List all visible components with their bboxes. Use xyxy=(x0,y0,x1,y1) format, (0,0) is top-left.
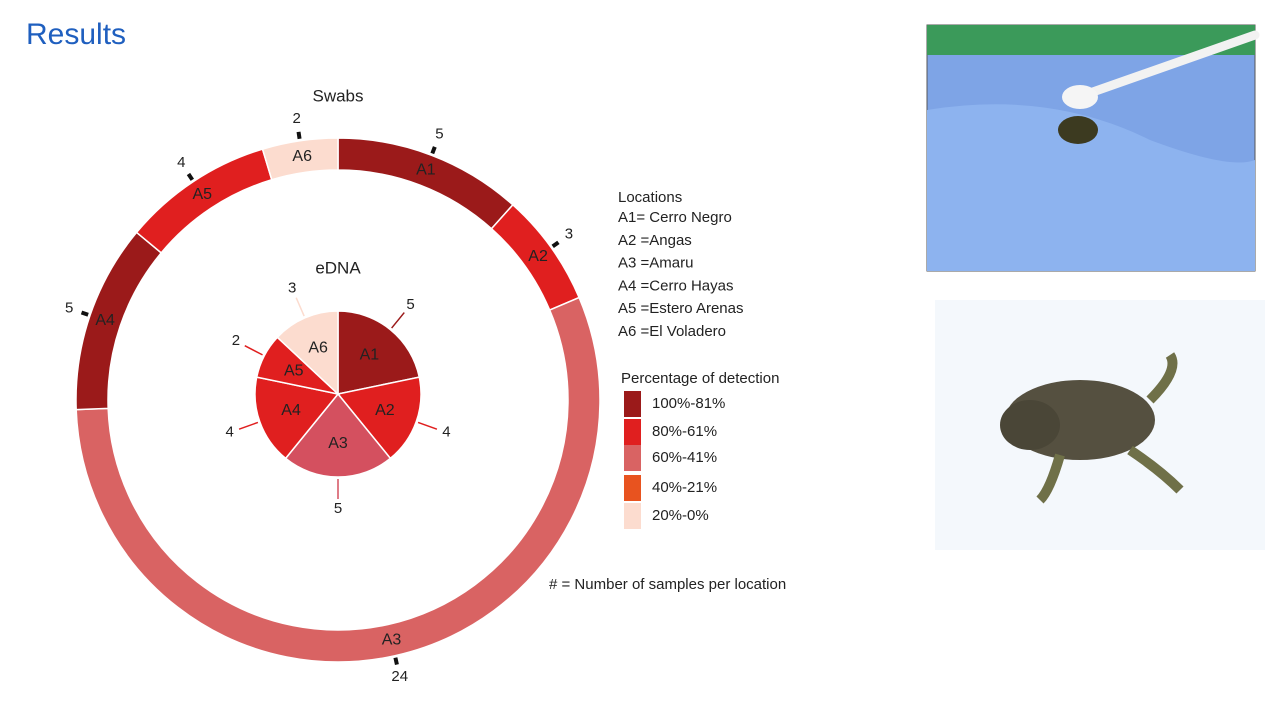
segment-label: A2 xyxy=(528,248,548,265)
leader xyxy=(551,240,560,249)
segment-label: A5 xyxy=(284,362,304,379)
leader xyxy=(417,421,438,430)
value-label: 4 xyxy=(225,423,233,440)
leader xyxy=(238,421,259,430)
segment-label: A1 xyxy=(360,347,380,364)
leader xyxy=(186,172,195,181)
segment xyxy=(336,376,422,460)
segment-label: A6 xyxy=(308,340,328,357)
legend-swatch xyxy=(624,419,641,445)
slide-title: Results xyxy=(26,18,126,51)
location-item: A4 =Cerro Hayas xyxy=(618,277,733,294)
segment-label: A5 xyxy=(192,186,212,203)
location-item: A6 =El Voladero xyxy=(618,323,726,340)
legend-label: 100%-81% xyxy=(652,395,725,412)
leader xyxy=(391,312,405,329)
legend-swatch xyxy=(624,445,641,471)
segment-label: A6 xyxy=(292,148,312,165)
segment-label: A3 xyxy=(382,631,402,648)
value-label: 5 xyxy=(406,296,414,313)
segment-label: A4 xyxy=(281,402,301,419)
value-label: 3 xyxy=(288,279,296,296)
location-item: A3 =Amaru xyxy=(618,255,693,272)
segment xyxy=(254,376,340,460)
leader xyxy=(80,310,89,317)
value-label: 4 xyxy=(442,423,450,440)
segment-label: A4 xyxy=(95,312,115,329)
value-label: 5 xyxy=(435,126,443,143)
leader xyxy=(296,131,302,140)
photo-frog xyxy=(935,300,1265,550)
value-label: 2 xyxy=(292,110,300,127)
value-label: 24 xyxy=(391,668,408,685)
value-label: 4 xyxy=(177,154,185,171)
value-label: 5 xyxy=(65,299,73,316)
segment-label: A3 xyxy=(328,435,348,452)
chart-title: eDNA xyxy=(315,258,361,277)
location-item: A5 =Estero Arenas xyxy=(618,300,744,317)
legend-swatch xyxy=(624,503,641,529)
segment-label: A1 xyxy=(416,161,436,178)
legend-swatch xyxy=(624,391,641,417)
legend-label: 60%-41% xyxy=(652,449,717,466)
leader xyxy=(430,146,437,155)
location-item: A2 =Angas xyxy=(618,232,692,249)
legend-swatch xyxy=(624,475,641,501)
value-label: 3 xyxy=(565,226,573,243)
legend-label: 40%-21% xyxy=(652,479,717,496)
segment xyxy=(261,137,339,181)
leader xyxy=(295,297,305,317)
location-item: A1= Cerro Negro xyxy=(618,209,732,226)
legend-label: 20%-0% xyxy=(652,507,709,524)
segment xyxy=(337,310,421,395)
locations-title: Locations xyxy=(618,189,682,206)
value-label: 2 xyxy=(232,332,240,349)
value-label: 5 xyxy=(334,500,342,517)
photo-swab xyxy=(926,24,1260,272)
segment xyxy=(276,310,339,396)
segment-label: A2 xyxy=(375,402,395,419)
legend-label: 80%-61% xyxy=(652,423,717,440)
segment xyxy=(337,137,514,230)
leader xyxy=(393,657,399,665)
segment xyxy=(75,296,601,663)
segment xyxy=(75,231,163,411)
chart-title: Swabs xyxy=(312,86,363,105)
segment xyxy=(284,392,392,478)
legend-title: Percentage of detection xyxy=(621,370,779,387)
note: # = Number of samples per location xyxy=(549,576,786,593)
leader xyxy=(244,345,263,356)
